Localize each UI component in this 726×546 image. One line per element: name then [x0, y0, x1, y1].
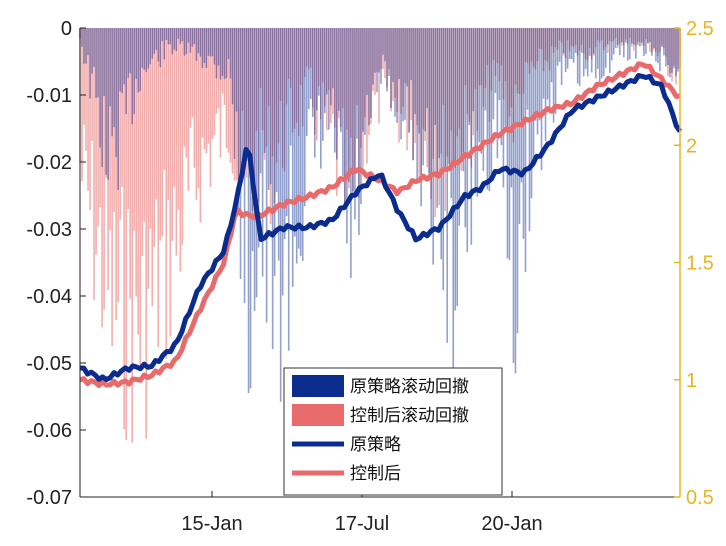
drawdown-series	[79, 28, 681, 402]
x-tick-label: 20-Jan	[481, 513, 542, 535]
series-line	[79, 73, 683, 382]
left-tick-label: -0.06	[26, 420, 72, 442]
equity-lines-layer	[79, 61, 683, 388]
drawdown-layer	[79, 28, 681, 443]
series-line	[79, 61, 681, 388]
left-tick-label: -0.01	[26, 85, 72, 107]
left-tick-label: 0	[61, 18, 72, 40]
legend-label: 原策略	[350, 435, 401, 455]
left-tick-label: -0.02	[26, 152, 72, 174]
drawdown-series	[79, 28, 681, 443]
legend-label: 原策略滚动回撤	[350, 377, 469, 397]
legend-swatch	[292, 404, 344, 426]
right-tick-label: 0.5	[686, 487, 714, 509]
axes: 0 -0.01 -0.02 -0.03 -0.04 -0.05 -0.06 -0.07 2.5 2…	[26, 18, 713, 535]
x-tick-label: 15-Jan	[181, 513, 242, 535]
legend-label: 控制后	[350, 464, 401, 484]
right-tick-label: 2.5	[686, 18, 714, 40]
left-tick-label: -0.05	[26, 353, 72, 375]
left-tick-label: -0.03	[26, 219, 72, 241]
left-tick-label: -0.04	[26, 286, 72, 308]
right-tick-label: 2	[686, 135, 697, 157]
left-tick-label: -0.07	[26, 487, 72, 509]
right-tick-label: 1	[686, 370, 697, 392]
right-tick-label: 1.5	[686, 253, 714, 275]
x-tick-label: 17-Jul	[335, 513, 389, 535]
legend-swatch	[292, 375, 344, 397]
legend-label: 控制后滚动回撤	[350, 406, 469, 426]
